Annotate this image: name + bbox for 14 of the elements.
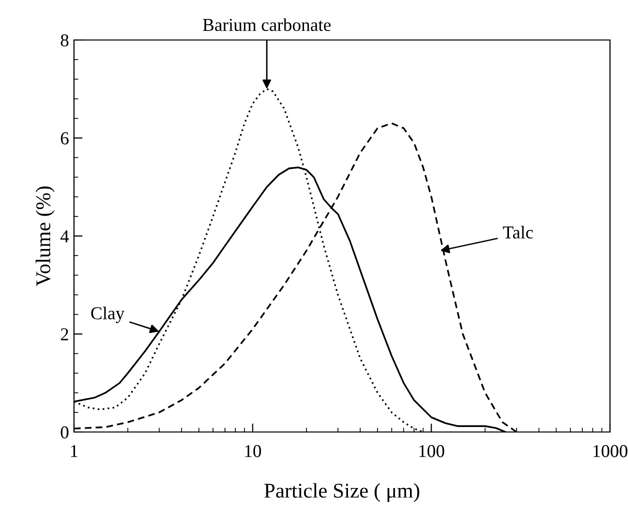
annotation: Barium carbonate (202, 18, 331, 32)
x-tick-label: 100 (419, 445, 444, 458)
y-tick-label: 2 (60, 328, 68, 340)
y-axis-title: Volume (%) (36, 186, 55, 286)
x-tick-label: 1000 (594, 445, 628, 458)
y-tick-label: 4 (60, 230, 69, 242)
y-tick-label: 6 (60, 132, 69, 144)
x-axis-title: Particle Size ( μm) (264, 483, 420, 502)
x-tick-label: 1 (71, 445, 78, 458)
annotation: Clay (91, 306, 124, 324)
y-tick-label: 0 (60, 426, 68, 438)
x-tick-label: 10 (245, 445, 262, 458)
annotation: Talc (502, 226, 533, 239)
y-tick-label: 8 (60, 34, 68, 46)
